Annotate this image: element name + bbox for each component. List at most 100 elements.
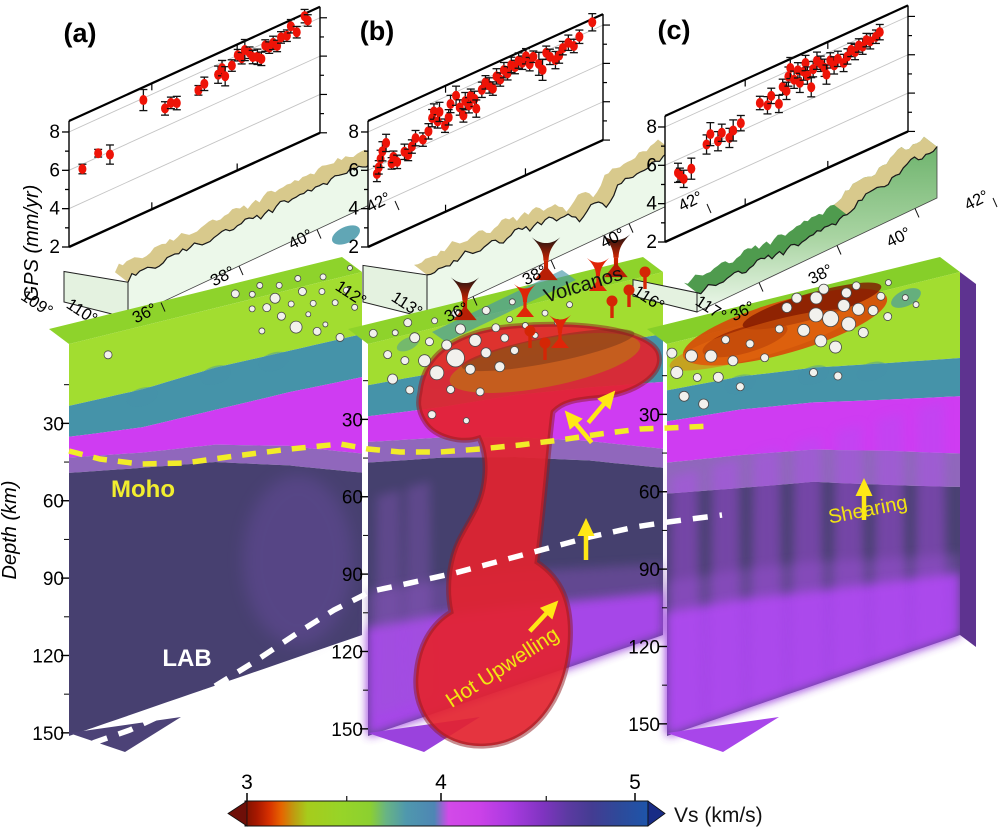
earthquake-marker	[791, 292, 803, 304]
depth-tick-label: 120	[32, 646, 64, 667]
purple-streak	[750, 446, 783, 703]
gps-point	[303, 15, 312, 26]
purple-streak	[373, 489, 404, 716]
gps-tick-label: 4	[646, 194, 657, 215]
gps-point	[525, 59, 534, 70]
gps-point	[822, 69, 831, 80]
lat-tick	[394, 200, 400, 211]
colorbar-right-arrow-icon	[647, 800, 666, 827]
earthquake-marker	[814, 334, 828, 348]
lat-tick	[472, 296, 478, 306]
earthquake-marker	[230, 289, 240, 299]
gps-point	[555, 50, 564, 61]
earthquake-marker	[857, 327, 869, 338]
gps-point	[139, 95, 148, 106]
flow-arrow-icon	[528, 600, 559, 633]
earthquake-marker	[912, 301, 920, 308]
gps-point	[538, 64, 547, 75]
earthquake-marker	[829, 340, 842, 354]
gps-gridline	[664, 16, 909, 128]
vs-mottle	[856, 361, 888, 382]
layer-markers	[78, 8, 920, 633]
depth-tick-label: 60	[43, 492, 64, 513]
lat-tick	[992, 197, 998, 208]
gps-point	[529, 51, 538, 62]
topo-left-face	[63, 270, 129, 319]
gps-point	[435, 106, 444, 117]
lab-line	[92, 512, 723, 746]
lat-tick	[758, 282, 764, 292]
lat-tick-label: 42°	[962, 187, 992, 214]
flow-arrow-icon	[577, 518, 595, 560]
lat-tick	[628, 223, 634, 233]
gps-point	[706, 129, 715, 140]
vs-mottle	[126, 386, 158, 407]
depth-tick-label: 30	[43, 414, 64, 435]
vs-mottle	[200, 365, 231, 385]
gps-tick-label: 6	[348, 160, 359, 181]
colorbar-tick-label: 5	[629, 771, 641, 794]
earthquake-marker	[841, 316, 857, 332]
earthquake-marker	[851, 281, 861, 291]
earthquake-marker	[455, 323, 466, 335]
gps-point	[418, 134, 427, 145]
earthquake-marker	[391, 329, 399, 337]
earthquake-marker	[760, 353, 770, 363]
earthquake-marker	[409, 332, 421, 344]
gps-box-bottom-edge	[664, 130, 909, 244]
gps-point	[755, 97, 764, 108]
earthquake-marker	[427, 410, 437, 420]
gps-tick-label: 8	[646, 117, 657, 138]
earthquake-marker	[312, 326, 322, 336]
gps-point	[200, 78, 209, 89]
earthquake-marker	[103, 350, 113, 360]
depth-tick-label: 120	[331, 642, 363, 663]
earthquake-marker	[698, 398, 710, 410]
earthquake-marker	[833, 371, 843, 381]
gps-point	[575, 31, 584, 42]
earthquake-marker	[351, 303, 359, 311]
flow-arrow-icon	[855, 478, 873, 520]
gps-point	[679, 173, 688, 184]
earthquake-marker	[275, 281, 283, 289]
topo-ridge-line	[426, 149, 672, 276]
earthquake-marker	[901, 294, 909, 301]
earthquake-marker	[704, 349, 718, 363]
gps-point	[767, 90, 776, 101]
earthquake-marker	[305, 311, 312, 318]
depth-tick-label: 60	[342, 488, 363, 509]
earthquake-marker	[491, 323, 501, 333]
earthquake-marker	[808, 307, 824, 323]
gps-point	[488, 83, 497, 94]
earthquake-marker	[425, 337, 434, 347]
gps-point	[729, 125, 738, 136]
earthquake-marker	[510, 346, 519, 355]
lat-tick	[316, 229, 322, 239]
volcano-icon	[549, 315, 571, 348]
gps-point	[736, 118, 745, 129]
depth-tick-label: 90	[342, 565, 363, 586]
gps-point	[221, 71, 230, 82]
purple-streak	[709, 458, 742, 717]
vs-mottle	[258, 351, 290, 372]
gps-plot-panel-a	[69, 6, 320, 247]
earthquake-marker	[883, 312, 893, 321]
gps-box-top-edge	[68, 5, 321, 123]
earthquake-marker	[685, 349, 698, 363]
earthquake-marker	[400, 356, 410, 365]
topo-left-face	[362, 264, 428, 319]
gps-point	[78, 164, 87, 175]
panel-a-label: (a)	[64, 18, 97, 48]
earthquake-marker	[462, 417, 470, 425]
lat-tick	[160, 302, 166, 312]
gps-gridline	[664, 92, 909, 205]
hot-upwelling-body	[415, 324, 660, 747]
gps-point	[282, 30, 291, 41]
earthquake-marker	[262, 303, 272, 313]
earthquake-marker	[431, 317, 439, 325]
earthquake-marker	[541, 309, 549, 317]
volcano-icon	[587, 258, 609, 291]
earthquake-marker	[319, 273, 327, 281]
earthquake-marker	[735, 382, 745, 392]
surface-teal-patch	[432, 270, 576, 342]
